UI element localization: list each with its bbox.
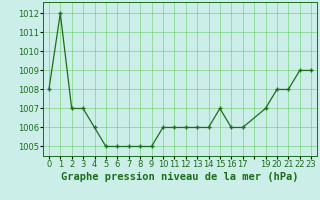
X-axis label: Graphe pression niveau de la mer (hPa): Graphe pression niveau de la mer (hPa) bbox=[61, 172, 299, 182]
